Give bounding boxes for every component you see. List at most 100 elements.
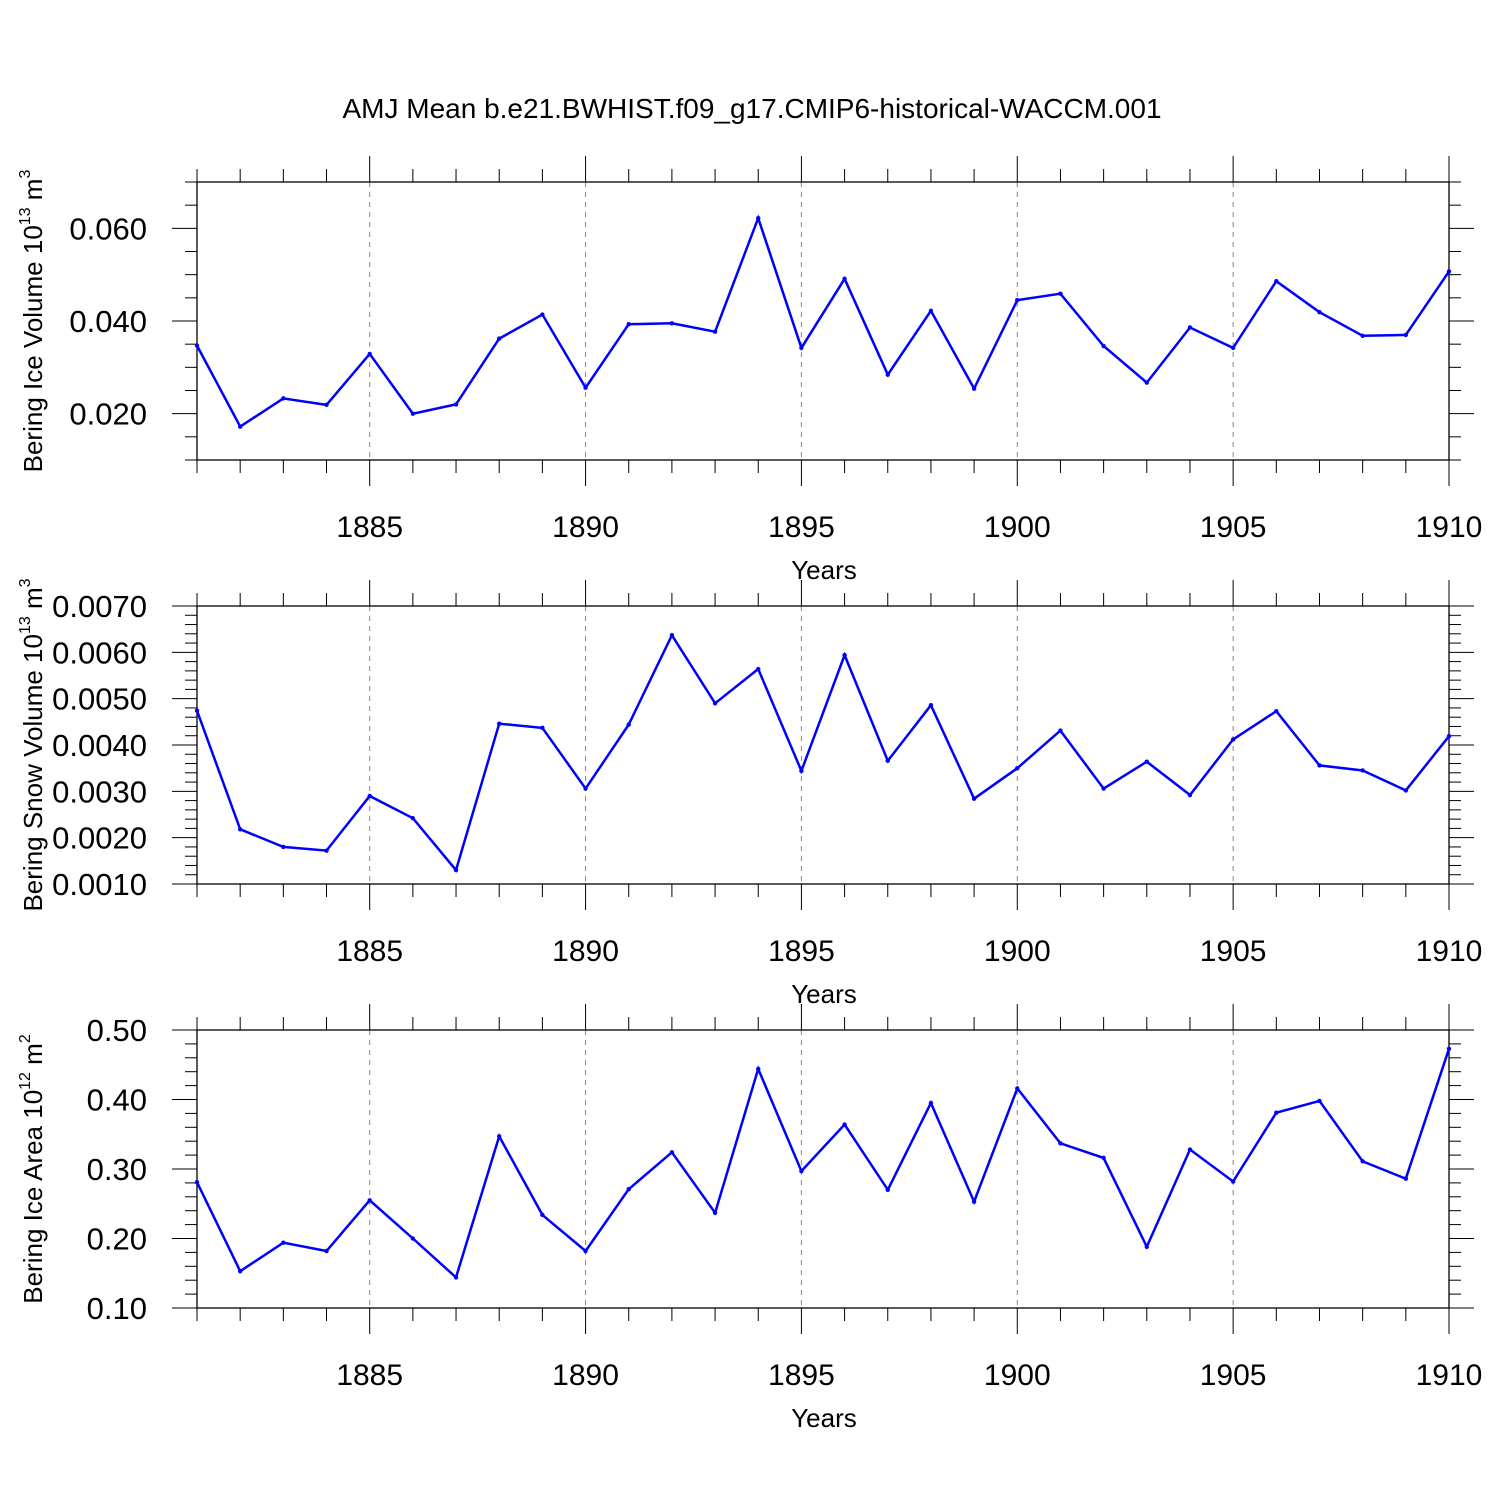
data-point [1317, 763, 1322, 768]
x-tick-label: 1905 [1200, 935, 1267, 968]
data-point [1274, 1110, 1279, 1115]
x-tick-label: 1910 [1416, 935, 1483, 968]
data-point [756, 215, 761, 221]
data-point [324, 402, 329, 408]
data-point [842, 652, 847, 658]
data-point [1101, 1155, 1106, 1161]
data-point [367, 1198, 372, 1203]
y-axis-label-unit-exponent: 2 [17, 1034, 34, 1043]
data-point [194, 343, 200, 348]
data-point [669, 1150, 675, 1155]
data-point [194, 1180, 200, 1185]
data-point [799, 768, 804, 774]
y-axis-label-unit-exponent: 3 [17, 170, 34, 179]
data-point [194, 708, 200, 713]
data-point [626, 722, 631, 727]
y-axis-label: Bering Snow Volume 1013 m3 [17, 578, 48, 911]
data-point [1403, 1176, 1409, 1181]
data-point [1446, 1046, 1452, 1051]
data-series-line [195, 1048, 1451, 1280]
y-tick-label: 0.060 [69, 211, 147, 246]
y-axis-label-unit: m [18, 1043, 48, 1072]
y-tick-label: 0.20 [87, 1222, 147, 1257]
data-point [410, 1236, 416, 1241]
x-tick-label: 1900 [984, 935, 1051, 968]
data-point [453, 1275, 459, 1280]
data-point [885, 758, 890, 763]
x-tick-label: 1900 [984, 1359, 1051, 1392]
data-point [1058, 728, 1063, 733]
x-axis-label: Years [791, 555, 857, 585]
x-tick-label: 1910 [1416, 1359, 1483, 1392]
data-point [540, 725, 545, 731]
x-tick-label: 1905 [1200, 511, 1267, 544]
data-point [928, 308, 934, 314]
data-point [324, 1248, 329, 1254]
data-point [410, 411, 416, 416]
x-tick-label: 1890 [552, 1359, 619, 1392]
data-point [928, 1100, 934, 1106]
data-point [885, 372, 890, 377]
data-point [1187, 792, 1193, 798]
y-axis-label-exponent: 13 [17, 616, 34, 634]
data-point [756, 1066, 761, 1072]
data-point [1230, 345, 1236, 351]
x-tick-label: 1905 [1200, 1359, 1267, 1392]
y-axis-label-exponent: 13 [17, 207, 34, 225]
y-axis-label-text: Bering Snow Volume 10 [18, 634, 48, 912]
data-point [1274, 708, 1279, 714]
data-point [497, 721, 502, 726]
y-tick-label: 0.0070 [52, 589, 147, 624]
y-tick-label: 0.0020 [52, 821, 147, 856]
data-point [885, 1187, 890, 1193]
data-point [1144, 380, 1149, 385]
y-axis-label: Bering Ice Area 1012 m2 [17, 1034, 48, 1304]
data-point [799, 1168, 804, 1174]
data-point [367, 793, 372, 799]
data-point [237, 1268, 243, 1274]
data-point [712, 1210, 718, 1215]
chart-title: AMJ Mean b.e21.BWHIST.f09_g17.CMIP6-hist… [342, 93, 1161, 124]
data-point [1187, 325, 1193, 330]
data-point [1015, 1086, 1020, 1091]
y-axis-label-unit-exponent: 3 [17, 578, 34, 587]
data-point [1446, 733, 1452, 739]
x-tick-label: 1890 [552, 935, 619, 968]
data-point [367, 351, 372, 357]
data-point [928, 702, 934, 708]
data-point [971, 386, 977, 391]
data-point [1058, 291, 1063, 296]
data-point [1274, 278, 1279, 284]
data-point [626, 1186, 631, 1192]
y-tick-label: 0.0010 [52, 867, 147, 902]
x-axis-label: Years [791, 1403, 857, 1433]
data-point [540, 312, 545, 317]
x-tick-label: 1895 [768, 511, 835, 544]
x-tick-label: 1890 [552, 511, 619, 544]
data-point [1144, 759, 1149, 764]
data-point [410, 816, 416, 821]
plot-frame [196, 605, 1450, 885]
data-point [1317, 1098, 1322, 1104]
panel-ice-volume: 1885 1890 1895 1900 1905 1910 Years 0.020 0.040 0… [17, 156, 1482, 585]
data-point [1360, 1159, 1365, 1164]
data-point [281, 1240, 286, 1245]
data-point [281, 396, 286, 401]
data-point [324, 848, 329, 853]
data-point [1403, 788, 1409, 793]
data-point [1403, 332, 1409, 338]
x-tick-label: 1885 [336, 511, 403, 544]
x-tick-label: 1895 [768, 935, 835, 968]
y-tick-label: 0.0060 [52, 635, 147, 670]
y-tick-label: 0.10 [87, 1291, 147, 1326]
data-point [1015, 765, 1020, 771]
data-point [237, 827, 243, 832]
data-point [1015, 297, 1020, 303]
y-axis-label-exponent: 12 [17, 1072, 34, 1090]
data-point [453, 867, 459, 873]
x-axis-label: Years [791, 979, 857, 1009]
data-point [712, 329, 718, 334]
y-tick-label: 0.040 [69, 304, 147, 339]
y-axis-label: Bering Ice Volume 1013 m3 [17, 170, 48, 473]
data-point [842, 276, 847, 282]
